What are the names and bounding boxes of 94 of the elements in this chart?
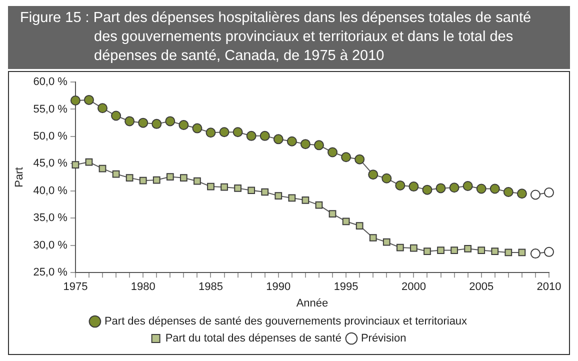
point [124, 116, 135, 126]
x-tick-label: 2010 [536, 281, 562, 294]
point [395, 180, 406, 190]
point [504, 248, 512, 256]
point [518, 248, 526, 256]
point [449, 182, 460, 193]
point [220, 183, 228, 191]
point [328, 147, 338, 158]
point [315, 201, 323, 209]
x-tick-label: 1975 [63, 281, 88, 294]
point [274, 192, 282, 200]
point [410, 244, 418, 252]
y-tick-label: 35,0 % [33, 212, 68, 224]
y-tick-label: 60,0 % [33, 76, 68, 88]
point [328, 210, 336, 218]
y-tick-label: 30,0 % [33, 239, 68, 252]
point [152, 176, 160, 184]
point [356, 222, 364, 230]
legend-label: Prévision [360, 332, 406, 345]
y-axis-title: Part [14, 167, 26, 188]
point [207, 182, 214, 190]
point [138, 118, 148, 128]
point [368, 170, 378, 180]
point [248, 186, 256, 194]
point [72, 161, 80, 168]
point [246, 130, 256, 141]
x-tick-label: 2005 [469, 281, 494, 294]
point [111, 110, 122, 121]
point [544, 246, 554, 257]
y-tick-label: 40,0 % [33, 184, 68, 197]
point [206, 128, 216, 138]
point [408, 182, 419, 192]
point [165, 116, 176, 126]
point [341, 152, 352, 162]
y-tick-label: 55,0 % [33, 103, 68, 116]
point [354, 154, 365, 164]
point [232, 127, 243, 138]
point [450, 246, 458, 254]
x-tick-label: 1995 [334, 281, 358, 294]
point [437, 246, 444, 254]
point [369, 234, 377, 242]
point [234, 184, 242, 192]
point [139, 176, 147, 184]
point [478, 246, 486, 254]
legend-label: Part du total des dépenses de santé [165, 332, 342, 345]
point [314, 140, 324, 150]
y-tick-label: 50,0 % [33, 130, 68, 142]
point [85, 158, 93, 166]
point [112, 170, 120, 178]
point [503, 187, 514, 198]
point [382, 173, 392, 184]
point [490, 184, 500, 194]
point [396, 244, 404, 252]
point [178, 120, 189, 130]
point [261, 188, 269, 196]
y-tick-label: 25,0 % [33, 266, 68, 279]
point [530, 190, 540, 200]
legend-label: Part des dépenses de santé des gouvernements provinciaux et territoriaux [104, 316, 468, 328]
x-tick-label: 2000 [401, 281, 426, 294]
point [544, 188, 554, 198]
point [300, 139, 310, 150]
point [126, 174, 134, 182]
point [424, 248, 431, 256]
point [166, 173, 174, 180]
point [530, 248, 540, 259]
point [84, 94, 94, 105]
point [302, 196, 310, 204]
point [70, 96, 80, 106]
point [516, 188, 527, 199]
point [382, 238, 390, 246]
point [491, 248, 499, 256]
point [476, 184, 486, 194]
point [98, 103, 108, 114]
x-tick-label: 1985 [198, 281, 223, 294]
point [194, 177, 201, 185]
point [422, 184, 432, 195]
x-axis-title: Année [296, 297, 328, 310]
point [342, 218, 350, 226]
point [464, 244, 472, 252]
chart-title: Figure 15 : Part des dépenses hospitalières dans les dépenses totales de santé des gouvernements provinciaux et territoriaux et dans le total des dépenses de santé, Canada, de 1975 à 2010 [8, 6, 570, 69]
point [288, 194, 296, 202]
point [180, 174, 188, 182]
x-tick-label: 1990 [266, 281, 291, 294]
point [98, 164, 106, 172]
point [462, 181, 473, 192]
point [273, 134, 284, 144]
point [152, 118, 162, 129]
x-tick-label: 1980 [130, 281, 156, 294]
y-tick-label: 45,0 % [33, 158, 68, 170]
point [219, 127, 230, 138]
point [192, 123, 202, 134]
point [286, 136, 297, 146]
point [260, 130, 270, 141]
point [436, 183, 446, 194]
